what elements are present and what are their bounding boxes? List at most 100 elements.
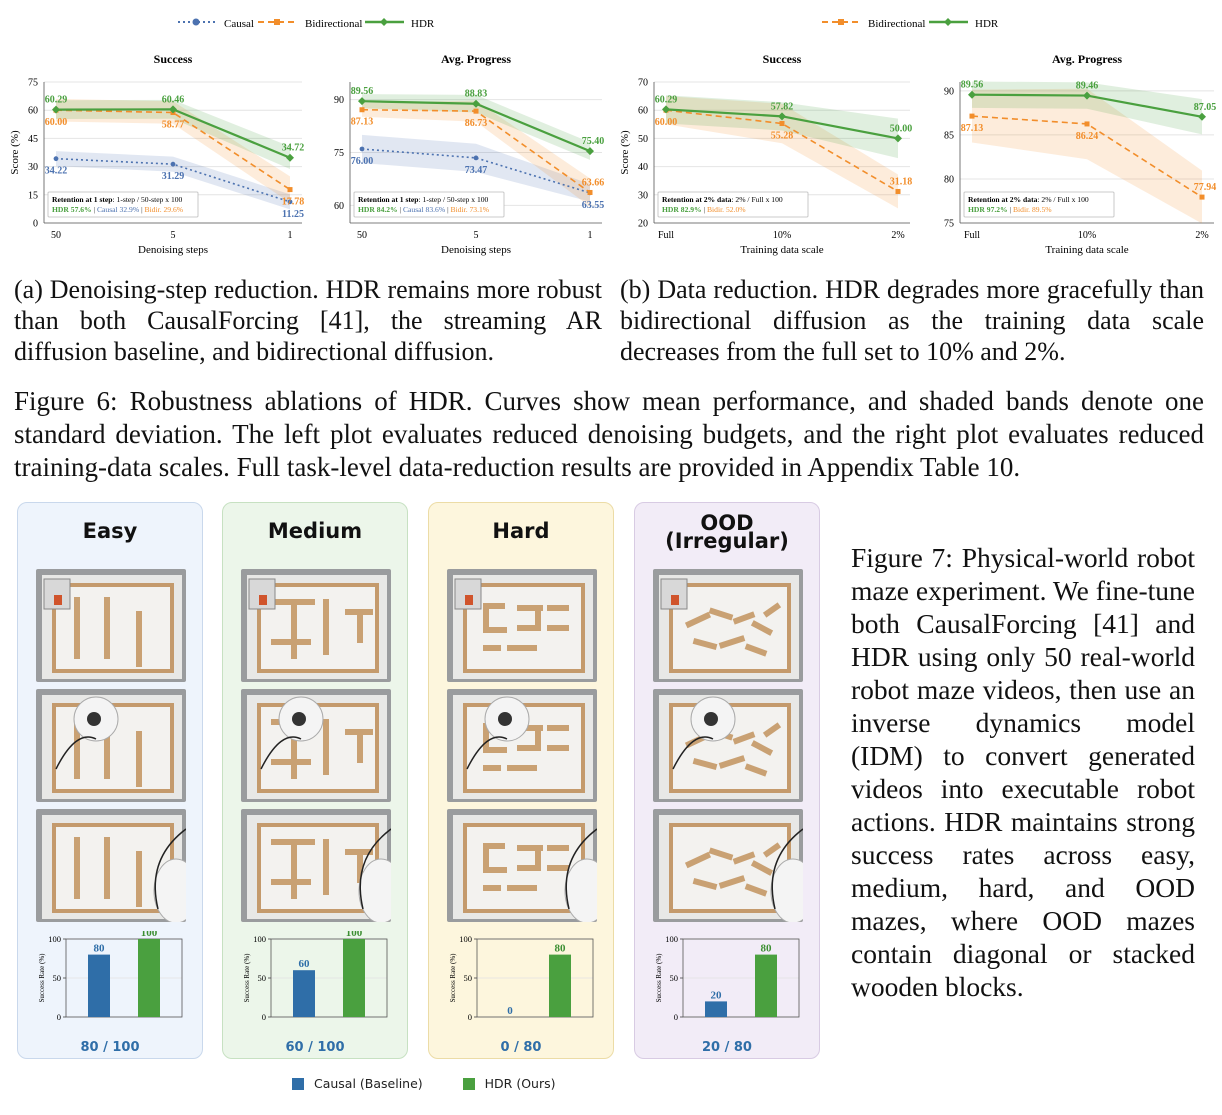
- robot-cable: [359, 828, 391, 910]
- data-label: 87.13: [351, 117, 374, 128]
- maze-block: [517, 745, 541, 751]
- maze-border: [52, 583, 174, 673]
- chart-data-progress: Avg. Progress 75 80 85 90 Full 10% 2% Training d…: [944, 52, 1216, 256]
- maze-block: [507, 885, 537, 891]
- robot-gripper: [43, 578, 71, 610]
- data-point: [473, 155, 479, 161]
- data-point: [287, 187, 293, 193]
- bar-hdr: [343, 939, 365, 1017]
- legend-bidir-label: Bidirectional: [868, 18, 925, 30]
- std-band-bidirectional: [362, 100, 590, 207]
- annotation-value: |: [139, 205, 144, 214]
- maze-block: [718, 875, 746, 889]
- chart-denoise-success: Success 0 15 30 45 60 75 50 5 1 Denoising steps Sco…: [9, 52, 304, 256]
- y-tick-label: 85: [944, 130, 954, 141]
- figure7-caption: Figure 7: Physical-world robot maze expe…: [851, 542, 1195, 1002]
- data-point: [169, 105, 177, 114]
- data-point: [969, 113, 975, 119]
- chart-data-success: Success 20 30 40 50 60 70 Full 10% 2% Training dat…: [619, 52, 912, 256]
- x-tick-label: 50: [357, 230, 367, 241]
- data-point: [778, 112, 786, 121]
- annotation-value: |: [445, 205, 450, 214]
- bar-hdr: [549, 954, 571, 1017]
- annotation-value: Bidir. 89.5%: [1013, 205, 1052, 214]
- maze-block: [547, 725, 569, 731]
- y-tick-label: 100: [665, 934, 678, 944]
- maze-block: [750, 620, 774, 636]
- data-point: [779, 121, 785, 127]
- annotation-value: Bidir. 73.1%: [451, 205, 490, 214]
- std-band-causal: [362, 134, 590, 202]
- robot-cable: [260, 736, 302, 770]
- legend-hdr-marker: [944, 18, 952, 26]
- legend-hdr-label: HDR (Ours): [484, 1076, 556, 1091]
- robot-camera: [704, 712, 718, 726]
- x-tick-label: 10%: [773, 230, 791, 241]
- annotation-title: Retention at 2% data: [968, 195, 1038, 204]
- y-tick-label: 100: [459, 934, 472, 944]
- maze-block: [136, 731, 142, 787]
- robot-camera: [498, 712, 512, 726]
- panel-medium: Medium 0 50 100 Success Rate (%) 60 100 60 / …: [222, 502, 408, 1059]
- maze-block: [750, 860, 774, 876]
- legend-hdr-label: HDR: [975, 18, 999, 30]
- annotation-detail: : 2% / Full x 100: [1037, 195, 1088, 204]
- legend-causal-label: Causal (Baseline): [313, 1076, 423, 1091]
- maze-block: [291, 879, 297, 899]
- y-tick-label: 20: [638, 219, 648, 230]
- data-point: [895, 188, 901, 194]
- chart-title: Avg. Progress: [441, 52, 511, 66]
- data-point: [359, 146, 365, 152]
- maze-block: [323, 839, 329, 895]
- annotation-line1: Retention at 1 step: 1-step / 50-step x …: [52, 195, 183, 204]
- annotation-value: HDR 84.2%: [358, 205, 398, 214]
- maze-photo: [447, 809, 597, 922]
- robot-tip: [54, 595, 62, 605]
- bar-value-label: 100: [141, 931, 158, 939]
- data-label: 76.00: [351, 156, 374, 167]
- robot-cable: [565, 828, 597, 910]
- chart-title: Success: [763, 52, 802, 66]
- y-axis-label: Score (%): [9, 130, 21, 175]
- bar-causal: [88, 954, 110, 1017]
- panel-score: 0 / 80: [500, 1040, 542, 1055]
- std-band-causal: [56, 151, 290, 210]
- maze-block: [762, 722, 782, 738]
- annotation-title: Retention at 2% data: [662, 195, 732, 204]
- data-label: 89.46: [1076, 81, 1099, 92]
- data-label: 60.29: [655, 94, 678, 105]
- y-tick-label: 100: [253, 934, 266, 944]
- maze-photo: [36, 689, 186, 802]
- maze-block: [74, 597, 80, 659]
- robot-camera: [292, 712, 306, 726]
- annotation-value: Bidir. 29.6%: [145, 205, 184, 214]
- legend-causal-marker: [192, 18, 200, 26]
- y-tick-label: 0: [468, 1012, 472, 1022]
- plot-frame: [270, 938, 388, 1018]
- annotation-line2: HDR 57.6% | Causal 32.9% | Bidir. 29.6%: [52, 205, 184, 214]
- bar-causal: [705, 1001, 727, 1017]
- std-band-bidirectional: [666, 96, 898, 209]
- caption-b: (b) Data reduction. HDR degrades more gr…: [620, 275, 1204, 366]
- annotation-detail: : 2% / Full x 100: [731, 195, 782, 204]
- maze-block: [323, 599, 329, 655]
- maze-block: [718, 755, 746, 769]
- annotation-detail: : 1-step / 50-step x 100: [419, 195, 489, 204]
- data-point: [286, 153, 294, 162]
- y-tick-label: 50: [638, 134, 648, 145]
- y-tick-label: 70: [638, 78, 648, 89]
- annotation-box: [353, 191, 505, 218]
- top-legends: Causal Bidirectional HDR Bidirectional H…: [178, 18, 999, 30]
- maze-block: [744, 643, 768, 657]
- y-tick-label: 0: [674, 1012, 678, 1022]
- maze-block: [357, 729, 363, 763]
- maze-block: [718, 635, 746, 649]
- data-label: 73.47: [465, 165, 488, 176]
- maze-block: [535, 605, 541, 627]
- data-label: 89.56: [351, 86, 374, 97]
- annotation-value: Causal 83.6%: [403, 205, 446, 214]
- annotation-value: |: [702, 205, 707, 214]
- panel-ood: OOD (Irregular) 0 50 100 Success Rate (%) 20…: [634, 502, 820, 1059]
- data-label: 60.46: [162, 94, 185, 105]
- maze-block: [291, 719, 297, 763]
